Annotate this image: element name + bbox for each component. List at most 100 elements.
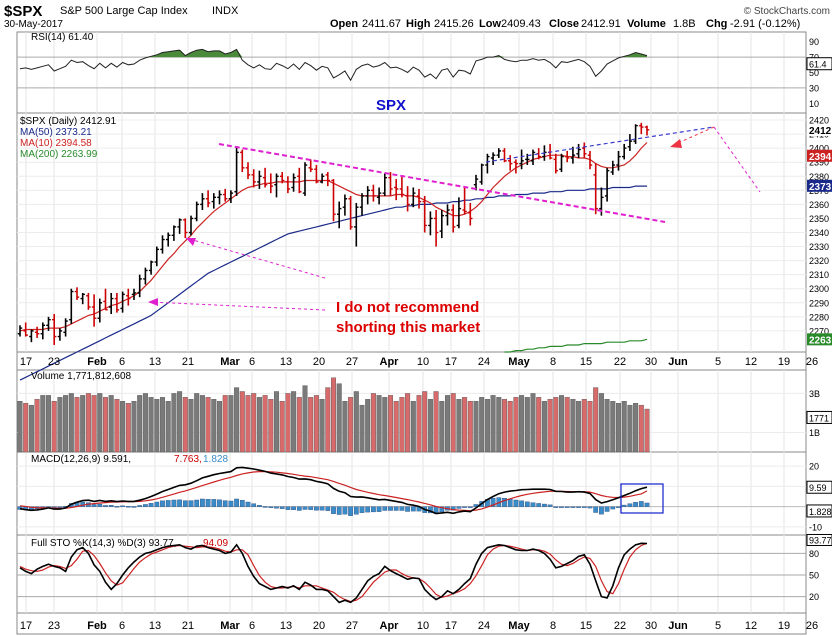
high-value: 2415.26 (434, 18, 474, 30)
volume-bar (194, 393, 200, 453)
volume-bar (256, 397, 262, 453)
x-tick-label: Apr (380, 356, 400, 368)
macd-histogram-bar (405, 506, 410, 512)
x-tick-label: 5 (715, 356, 721, 368)
chart-date: 30-May-2017 (4, 19, 63, 30)
price-bar (604, 167, 610, 202)
price-tick-label: 2350 (809, 214, 829, 224)
volume-bar (388, 395, 394, 453)
x-tick-label: 6 (249, 356, 255, 368)
volume-bar (142, 393, 148, 453)
volume-bar (621, 401, 627, 453)
macd-histogram-bar (610, 506, 616, 510)
price-bar (388, 172, 393, 196)
price-bar (217, 190, 222, 205)
price-bar (485, 153, 490, 174)
price-bar (109, 292, 114, 315)
price-bar (433, 210, 439, 247)
arrow-line-2 (149, 301, 326, 311)
x-tick-label: Jun (668, 620, 688, 632)
high-label: High (406, 18, 431, 30)
volume-bar (159, 397, 165, 453)
volume-bar (433, 391, 439, 453)
macd-caption-a: MACD(12,26,9) 9.591, (31, 454, 131, 465)
volume-bar (502, 399, 508, 453)
price-bar (451, 204, 456, 233)
volume-bar (34, 399, 40, 453)
trendlines (218, 126, 715, 223)
price-bar (319, 173, 325, 184)
volume-bar (63, 395, 69, 453)
macd-histogram-bar (211, 499, 217, 507)
x-tick-label: 20 (313, 356, 325, 368)
price-bar (525, 153, 530, 166)
low-label: Low (479, 18, 501, 30)
macd-histogram-bar (530, 502, 536, 507)
volume-bar (177, 391, 183, 453)
price-bar (376, 187, 382, 205)
chg-label: Chg (706, 18, 727, 30)
macd-histogram-bar (353, 506, 359, 515)
x-tick-label: 13 (280, 356, 292, 368)
macd-histogram-bar (410, 506, 416, 512)
price-bar (622, 143, 627, 160)
macd-histogram-bar (228, 500, 234, 507)
price-bar (325, 172, 330, 187)
macd-histogram-bar (257, 505, 262, 507)
x-tick-label: 21 (182, 356, 194, 368)
date-axis-band-mid (16, 351, 807, 371)
price-tick-label: 2290 (809, 298, 829, 308)
volume-bar (336, 383, 342, 453)
volume-bar (28, 404, 34, 453)
macd-hist-label: 1.828 (809, 507, 832, 517)
macd-histogram-bar (325, 506, 331, 511)
macd-histogram-bar (439, 506, 445, 513)
x-tick-label: Mar (220, 356, 240, 368)
rsi-current-label: 61.4 (809, 60, 827, 70)
x-tick-label: 20 (313, 620, 325, 632)
price-bar (23, 322, 28, 337)
price-bars (17, 122, 650, 345)
volume-bar (342, 401, 348, 453)
macd-histogram-bar (559, 506, 564, 508)
volume-bar (296, 397, 302, 453)
x-tick-label: 6 (249, 620, 255, 632)
legend-price: $SPX (Daily) 2412.91 (20, 116, 117, 127)
volume-bar (410, 401, 416, 453)
macd-histogram-bar (182, 500, 188, 507)
price-bar (416, 188, 422, 209)
volume-bar (638, 404, 644, 453)
volume-bar (308, 397, 314, 453)
macd-histogram-bar (234, 498, 239, 507)
price-bar (183, 218, 188, 239)
macd-histogram-bar (524, 501, 530, 507)
x-tick-label: 12 (745, 356, 757, 368)
volume-bar (97, 393, 103, 453)
price-bar (468, 202, 473, 226)
price-bar (103, 288, 108, 311)
price-bar (644, 125, 650, 136)
volume-bar (205, 397, 211, 453)
price-bar (137, 274, 142, 298)
volume-bar (319, 399, 325, 453)
rsi-tick-label: 30 (809, 83, 819, 93)
x-tick-label: 19 (778, 356, 790, 368)
sto-tick-label: 20 (809, 592, 819, 602)
macd-histogram-bar (393, 506, 399, 511)
volume-bar (519, 395, 525, 453)
arrow-head-3 (670, 139, 682, 148)
trendline-rising-resistance (485, 126, 715, 163)
macd-hist-box (806, 504, 832, 518)
macd-tick-label: -10 (809, 522, 822, 532)
price-bar (228, 190, 234, 203)
volume-bar (633, 402, 639, 453)
macd-histogram-bar (564, 506, 570, 508)
price-bar (422, 195, 427, 233)
price-bar (268, 173, 273, 194)
macd-histogram-bar (371, 506, 376, 513)
price-bar (530, 149, 536, 166)
macd-histogram-bar (245, 501, 251, 507)
price-bar (508, 155, 513, 171)
x-tick-label: 26 (806, 356, 818, 368)
price-tick-label: 2270 (809, 326, 829, 336)
